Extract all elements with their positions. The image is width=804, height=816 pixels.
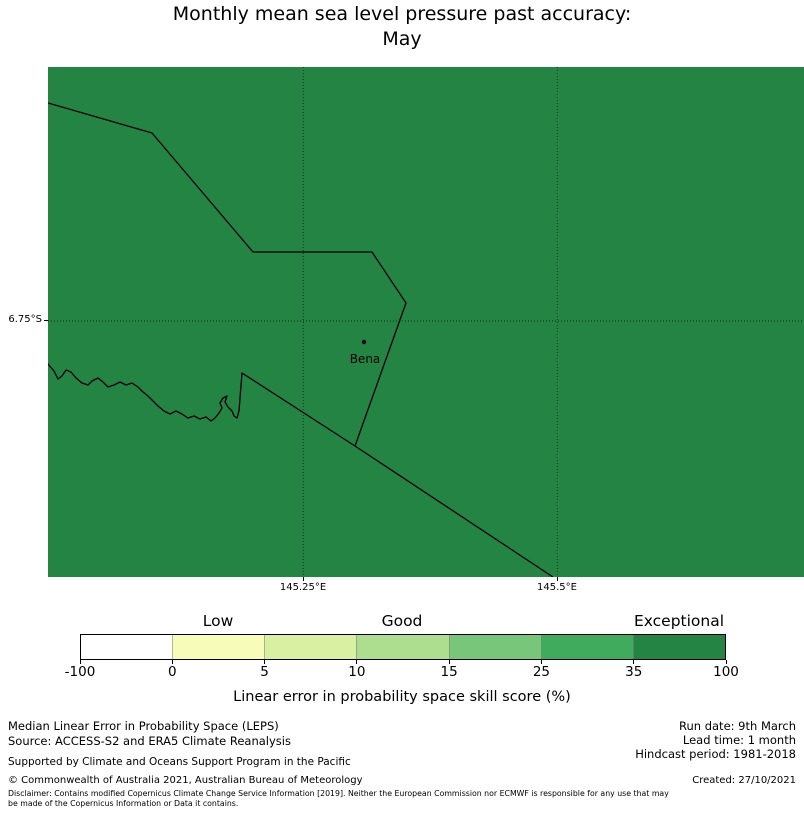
colorbar-segment-7	[632, 635, 725, 659]
footer-run-date: Run date: 9th March	[679, 719, 796, 733]
colorbar-tick-label-100: 100	[713, 664, 739, 680]
colorbar	[80, 634, 726, 660]
footer-run-block: Run date: 9th March Lead time: 1 month H…	[635, 719, 796, 762]
colorbar-segment-1	[81, 635, 173, 659]
colorbar-tick-label-0: 0	[167, 664, 177, 680]
graticule-gridlines	[48, 67, 804, 577]
y-tick-label: 6.75°S	[8, 314, 42, 325]
footer-lead-time: Lead time: 1 month	[682, 733, 796, 748]
footer-disclaimer: Disclaimer: Contains modified Copernicus…	[8, 789, 669, 808]
colorbar-tick-15	[448, 660, 450, 664]
footer-disclaimer-line2: be made of the Copernicus Information or…	[8, 798, 239, 808]
x-tick-label-145-5e: 145.5°E	[537, 582, 577, 593]
colorbar-tick-label-5: 5	[260, 664, 269, 680]
colorbar-segment-2	[172, 635, 265, 659]
colorbar-tick-25	[540, 660, 542, 664]
map-svg: Bena	[48, 67, 804, 577]
figure-title-line1: Monthly mean sea level pressure past acc…	[172, 3, 632, 25]
colorbar-tick-label-10: 10	[348, 664, 366, 680]
footer-source-line: Source: ACCESS-S2 and ERA5 Climate Reana…	[8, 733, 291, 748]
colorbar-category-good: Good	[381, 612, 423, 630]
colorbar-tick-0	[171, 660, 173, 664]
footer-method-line: Median Linear Error in Probability Space…	[8, 719, 279, 733]
district-boundary-north	[48, 102, 407, 447]
colorbar-segment-3	[264, 635, 357, 659]
colorbar-tick-5	[264, 660, 266, 664]
colorbar-tick-label-35: 35	[625, 664, 643, 680]
x-axis-tick-145-25e	[303, 577, 304, 581]
colorbar-category-low: Low	[202, 612, 234, 630]
figure-title-line2: May	[382, 28, 422, 50]
footer-supported-line: Supported by Climate and Oceans Support …	[8, 756, 351, 768]
colorbar-tick-label--100: -100	[64, 664, 96, 680]
footer-disclaimer-line1: Disclaimer: Contains modified Copernicus…	[8, 789, 669, 798]
colorbar-segment-6	[540, 635, 633, 659]
district-boundary-diagonal	[241, 372, 554, 577]
station-label: Bena	[350, 352, 381, 366]
footer-copyright: © Commonwealth of Australia 2021, Austra…	[8, 775, 363, 786]
station-marker-dot	[361, 339, 367, 345]
colorbar-tick-label-25: 25	[532, 664, 551, 680]
map-fill	[48, 67, 804, 577]
colorbar-tick-100	[725, 660, 727, 664]
map-canvas[interactable]: Bena	[48, 67, 804, 577]
colorbar-category-exceptional: Exceptional	[633, 612, 725, 630]
colorbar-tick-35	[633, 660, 635, 664]
x-tick-label-145-25e: 145.25°E	[279, 582, 327, 593]
colorbar-axis-label: Linear error in probability space skill …	[233, 689, 571, 705]
x-axis-tick-145-5e	[557, 577, 558, 581]
coastline	[48, 363, 243, 422]
y-axis-tick	[44, 320, 48, 321]
colorbar-tick--100	[79, 660, 81, 664]
colorbar-segment-5	[448, 635, 541, 659]
figure-title: Monthly mean sea level pressure past acc…	[0, 2, 804, 52]
colorbar-tick-label-15: 15	[440, 664, 458, 680]
footer-hindcast-period: Hindcast period: 1981-2018	[635, 747, 796, 762]
colorbar-tick-10	[356, 660, 358, 664]
footer-created-date: Created: 27/10/2021	[692, 775, 796, 786]
footer-method-block: Median Linear Error in Probability Space…	[8, 719, 291, 748]
colorbar-segment-4	[356, 635, 449, 659]
